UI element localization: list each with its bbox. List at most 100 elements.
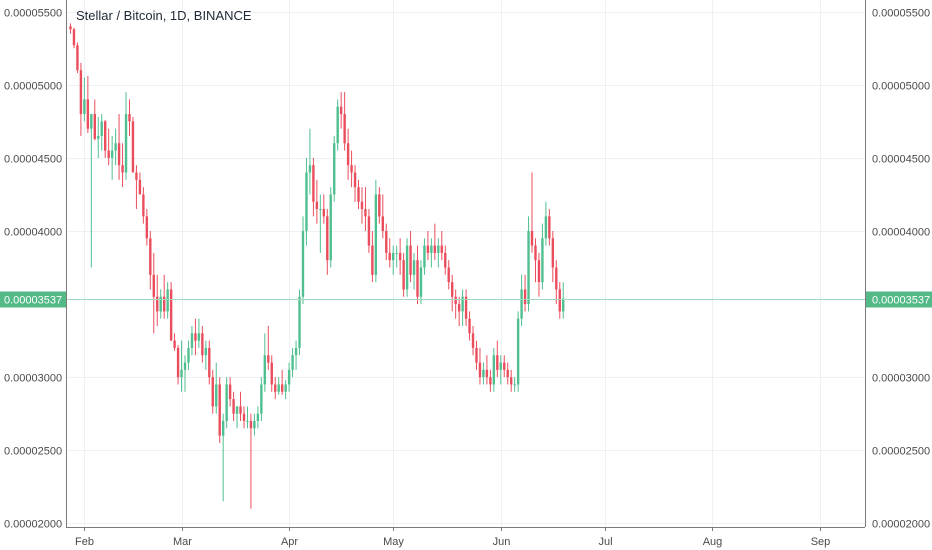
candle xyxy=(412,252,416,290)
candle-body xyxy=(343,114,346,144)
candle-body xyxy=(204,347,208,356)
candle xyxy=(284,380,287,400)
candle-body xyxy=(374,194,378,275)
candle xyxy=(388,238,391,268)
candle-body xyxy=(451,282,454,297)
candle xyxy=(548,209,551,246)
candle xyxy=(499,355,502,385)
candle-body xyxy=(371,245,374,275)
candle xyxy=(145,209,149,246)
candle xyxy=(322,194,326,224)
candle-body xyxy=(228,384,232,400)
candle-body xyxy=(260,384,263,414)
candle xyxy=(485,355,489,385)
x-tick-label: Sep xyxy=(811,536,831,548)
candle-body xyxy=(107,150,110,158)
candle xyxy=(267,325,270,370)
last-price-badge-right xyxy=(866,291,932,308)
candle xyxy=(211,369,214,414)
candle xyxy=(90,114,93,268)
candle-body xyxy=(489,377,492,385)
candle xyxy=(263,333,267,392)
candle xyxy=(461,289,464,326)
candle-body xyxy=(135,172,138,180)
candle-body xyxy=(364,209,367,217)
candle-body xyxy=(326,216,329,261)
candle xyxy=(86,76,90,134)
y-tick-label-left: 0.00002000 xyxy=(4,519,62,531)
candle xyxy=(398,238,402,275)
candle-body xyxy=(454,296,457,305)
candle xyxy=(301,216,305,305)
candle xyxy=(419,260,423,305)
candle xyxy=(294,340,298,370)
candle xyxy=(315,179,319,224)
candle xyxy=(305,157,308,246)
candle xyxy=(471,325,475,356)
candle-body xyxy=(430,245,433,253)
candle-body xyxy=(166,289,169,312)
candle xyxy=(464,289,468,326)
candle xyxy=(496,340,499,378)
candle xyxy=(385,223,388,261)
candle xyxy=(208,340,211,385)
candle xyxy=(173,333,176,351)
candle-body xyxy=(544,216,548,239)
candle xyxy=(506,362,509,385)
candle-body xyxy=(190,333,194,348)
candle xyxy=(423,238,426,275)
candle xyxy=(312,157,315,217)
candle-body xyxy=(506,369,509,378)
candle-body xyxy=(197,333,201,341)
y-tick-label-right: 0.00002500 xyxy=(872,446,930,458)
candle-body xyxy=(464,296,468,319)
candle-body xyxy=(457,304,461,312)
candle-body xyxy=(246,421,249,423)
candle-body xyxy=(291,355,294,370)
candle-body xyxy=(513,384,516,386)
candle-body xyxy=(176,347,180,378)
last-price-label-left: 0.00003537 xyxy=(4,295,62,307)
y-tick-label-left: 0.00003000 xyxy=(4,373,62,385)
candle-body xyxy=(180,369,183,378)
candle-body xyxy=(520,289,523,319)
candle xyxy=(336,99,339,151)
candle xyxy=(457,296,461,326)
candle-body xyxy=(145,216,149,239)
candle-body xyxy=(249,421,253,429)
candle-body xyxy=(534,245,537,261)
candle-body xyxy=(381,216,384,231)
candle-body xyxy=(541,238,544,283)
candle xyxy=(166,282,169,319)
candle xyxy=(364,187,367,231)
candle-body xyxy=(548,216,551,239)
candle-body xyxy=(416,260,419,297)
candle-body xyxy=(100,121,103,136)
candle xyxy=(416,245,419,305)
candle xyxy=(409,230,412,283)
candle-body xyxy=(402,260,405,290)
candle xyxy=(232,391,235,422)
candle xyxy=(395,245,398,268)
candle xyxy=(274,377,277,400)
tick-labels: 0.00005500 0.00005500 0.00005000 0.00005000… xyxy=(4,8,930,549)
candle-body xyxy=(90,114,93,129)
last-price-line: 0.00003537 0.00003537 xyxy=(0,291,932,308)
candle xyxy=(215,362,218,414)
candle-body xyxy=(503,362,506,370)
candle-body xyxy=(93,114,96,139)
candle xyxy=(374,179,378,283)
candle-body xyxy=(551,238,555,268)
candle-body xyxy=(169,289,173,341)
y-tick-label-right: 0.00002000 xyxy=(872,519,930,531)
candle-body xyxy=(471,333,475,348)
candle xyxy=(221,413,225,502)
candle xyxy=(253,413,256,436)
x-tick-label: Feb xyxy=(75,536,94,548)
candle-body xyxy=(426,245,430,253)
candle xyxy=(381,194,384,239)
candle xyxy=(218,377,221,443)
candle-body xyxy=(558,289,561,312)
candle xyxy=(79,62,83,136)
axes xyxy=(66,0,866,531)
